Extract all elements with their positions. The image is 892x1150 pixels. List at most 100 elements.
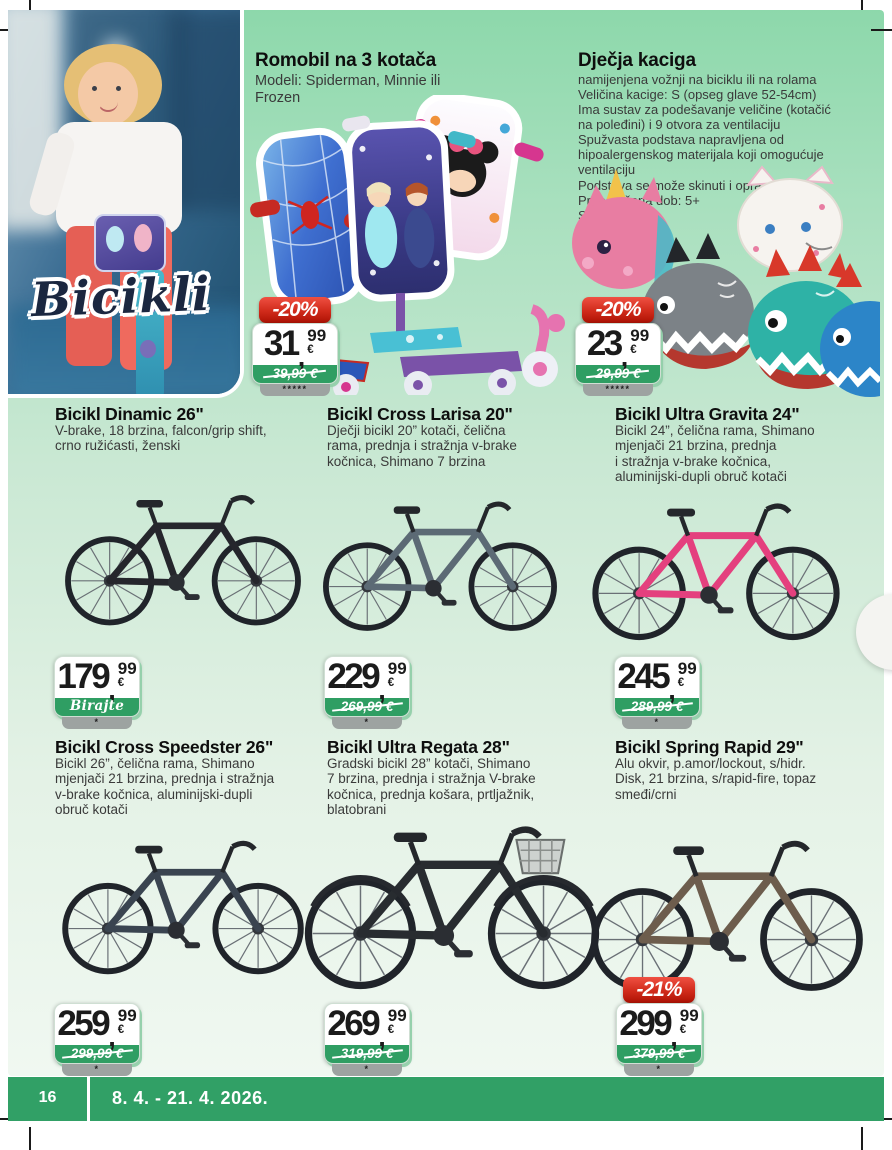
discount-badge: -20% xyxy=(259,297,331,323)
footnote-asterisks: ***** xyxy=(583,384,653,396)
decimal-separator: , xyxy=(670,1022,678,1053)
euro-symbol: € xyxy=(117,677,125,689)
discount-badge: -21% xyxy=(623,977,695,1003)
euro-symbol: € xyxy=(117,1024,125,1036)
footnote-asterisks: * xyxy=(62,717,132,729)
old-price-band: 29,99 € xyxy=(576,365,660,383)
old-price: 29,99 € xyxy=(595,366,641,381)
featured-title-scooter: Romobil na 3 kotača xyxy=(255,50,436,71)
product-image-helmets xyxy=(570,165,880,397)
price-integer: 269 xyxy=(327,1004,380,1043)
product-image-bicycle xyxy=(560,478,872,644)
girl-face xyxy=(78,62,138,126)
price-decimals: 99 xyxy=(307,326,327,345)
price-badge: -20% 23 , 99 € 29,99 € ***** xyxy=(575,297,661,396)
decimal-separator: , xyxy=(620,342,629,373)
price-badge: -21% 299 , 99 € 379,99 € * xyxy=(616,977,702,1076)
product-description: Bicikl 26”, čelična rama, Shimano mjenja… xyxy=(55,756,275,817)
scooter-stem xyxy=(136,270,164,394)
price-value: 23 , 99 € xyxy=(576,324,660,373)
decimal-separator: , xyxy=(668,675,676,706)
product-description: Alu okvir, p.amor/lockout, s/hidr. Disk,… xyxy=(615,756,817,802)
price-badge: 269 , 99 € 319,99 € * xyxy=(324,1003,410,1076)
crop-mark xyxy=(861,1127,863,1150)
price-integer: 259 xyxy=(57,1004,110,1043)
old-price: 379,99 € xyxy=(632,1046,686,1061)
decimal-separator: , xyxy=(108,675,116,706)
crop-mark xyxy=(861,0,863,10)
footnote-asterisks: * xyxy=(622,717,692,729)
category-label: Bicikli xyxy=(30,266,212,329)
date-range: 8. 4. - 21. 4. 2026. xyxy=(112,1088,269,1108)
old-price-band: 269,99 € xyxy=(325,698,409,716)
price-value: 299 , 99 € xyxy=(617,1004,701,1053)
price-value: 179 , 99 € xyxy=(55,657,139,706)
price-decimals: 99 xyxy=(679,1006,699,1025)
footnote-asterisks: * xyxy=(62,1064,132,1076)
decimal-separator: , xyxy=(378,1022,386,1053)
old-price-band: 39,99 € xyxy=(253,365,337,383)
old-price-band: 319,99 € xyxy=(325,1045,409,1063)
price-integer: 229 xyxy=(327,657,380,696)
price-integer: 31 xyxy=(263,324,300,363)
old-price: 319,99 € xyxy=(340,1046,394,1061)
price-badge: 259 , 99 € 299,99 € * xyxy=(54,1003,140,1076)
footer-bar: 16 8. 4. - 21. 4. 2026. xyxy=(8,1077,884,1121)
old-price: 269,99 € xyxy=(340,699,394,714)
product-image-bicycle xyxy=(583,810,871,998)
old-price: 299,99 € xyxy=(70,1046,124,1061)
decimal-separator: , xyxy=(108,1022,116,1053)
product-title: Bicikl Dinamic 26" xyxy=(55,404,204,424)
footnote-asterisks: ***** xyxy=(260,384,330,396)
featured-description-scooter: Modeli: Spiderman, Minnie ili Frozen xyxy=(255,73,441,106)
product-image-bicycle xyxy=(316,476,564,636)
product-title: Bicikl Cross Larisa 20" xyxy=(327,404,513,424)
price-value: 269 , 99 € xyxy=(325,1004,409,1053)
product-title: Bicikl Ultra Regata 28" xyxy=(327,737,510,757)
price-integer: 23 xyxy=(586,324,623,363)
decimal-separator: , xyxy=(378,675,386,706)
footnote-asterisks: * xyxy=(624,1064,694,1076)
product-description: Bicikl 24”, čelična rama, Shimano mjenja… xyxy=(615,423,815,484)
product-title: Bicikl Ultra Gravita 24" xyxy=(615,404,800,424)
euro-symbol: € xyxy=(387,677,395,689)
footnote-asterisks: * xyxy=(332,717,402,729)
price-decimals: 99 xyxy=(117,1006,137,1025)
price-value: 259 , 99 € xyxy=(55,1004,139,1053)
product-description: V-brake, 18 brzina, falcon/grip shift, c… xyxy=(55,423,267,454)
price-decimals: 99 xyxy=(677,659,697,678)
product-title: Bicikl Spring Rapid 29" xyxy=(615,737,804,757)
product-title: Bicikl Cross Speedster 26" xyxy=(55,737,274,757)
price-value: 229 , 99 € xyxy=(325,657,409,706)
euro-symbol: € xyxy=(630,344,637,356)
crop-mark xyxy=(29,0,31,10)
crop-mark xyxy=(29,1127,31,1150)
discount-badge: -20% xyxy=(582,297,654,323)
frozen-scooter-panel xyxy=(94,214,166,272)
old-price-band: 299,99 € xyxy=(55,1045,139,1063)
price-decimals: 99 xyxy=(630,326,650,345)
featured-title-helmet: Dječja kaciga xyxy=(578,50,696,71)
decimal-separator: , xyxy=(297,342,306,373)
product-description: Gradski bicikl 28” kotači, Shimano 7 brz… xyxy=(327,756,536,817)
price-integer: 299 xyxy=(619,1004,672,1043)
euro-symbol: € xyxy=(387,1024,395,1036)
euro-symbol: € xyxy=(677,677,685,689)
price-badge: 179 , 99€ Birajte mudro! * xyxy=(54,656,140,729)
featured-description-helmet: namijenjena vožnji na biciklu ili na rol… xyxy=(578,72,831,223)
footnote-asterisks: * xyxy=(332,1064,402,1076)
wise-choice-banner: Birajte mudro! xyxy=(55,698,139,716)
price-value: 31 , 99 € xyxy=(253,324,337,373)
product-description: Dječji bicikl 20” kotači, čelična rama, … xyxy=(327,423,517,469)
price-badge: -20% 31 , 99 € 39,99 € ***** xyxy=(252,297,338,396)
price-value: 245 , 99 € xyxy=(615,657,699,706)
price-integer: 179 xyxy=(57,657,110,696)
product-image-bicycle xyxy=(55,808,311,986)
product-image-bicycle xyxy=(296,790,608,1000)
product-image-scooters xyxy=(250,95,568,395)
euro-symbol: € xyxy=(307,344,314,356)
price-badge: 245 , 99 € 289,99 € * xyxy=(614,656,700,729)
old-price-band: 289,99 € xyxy=(615,698,699,716)
old-price: 289,99 € xyxy=(630,699,684,714)
